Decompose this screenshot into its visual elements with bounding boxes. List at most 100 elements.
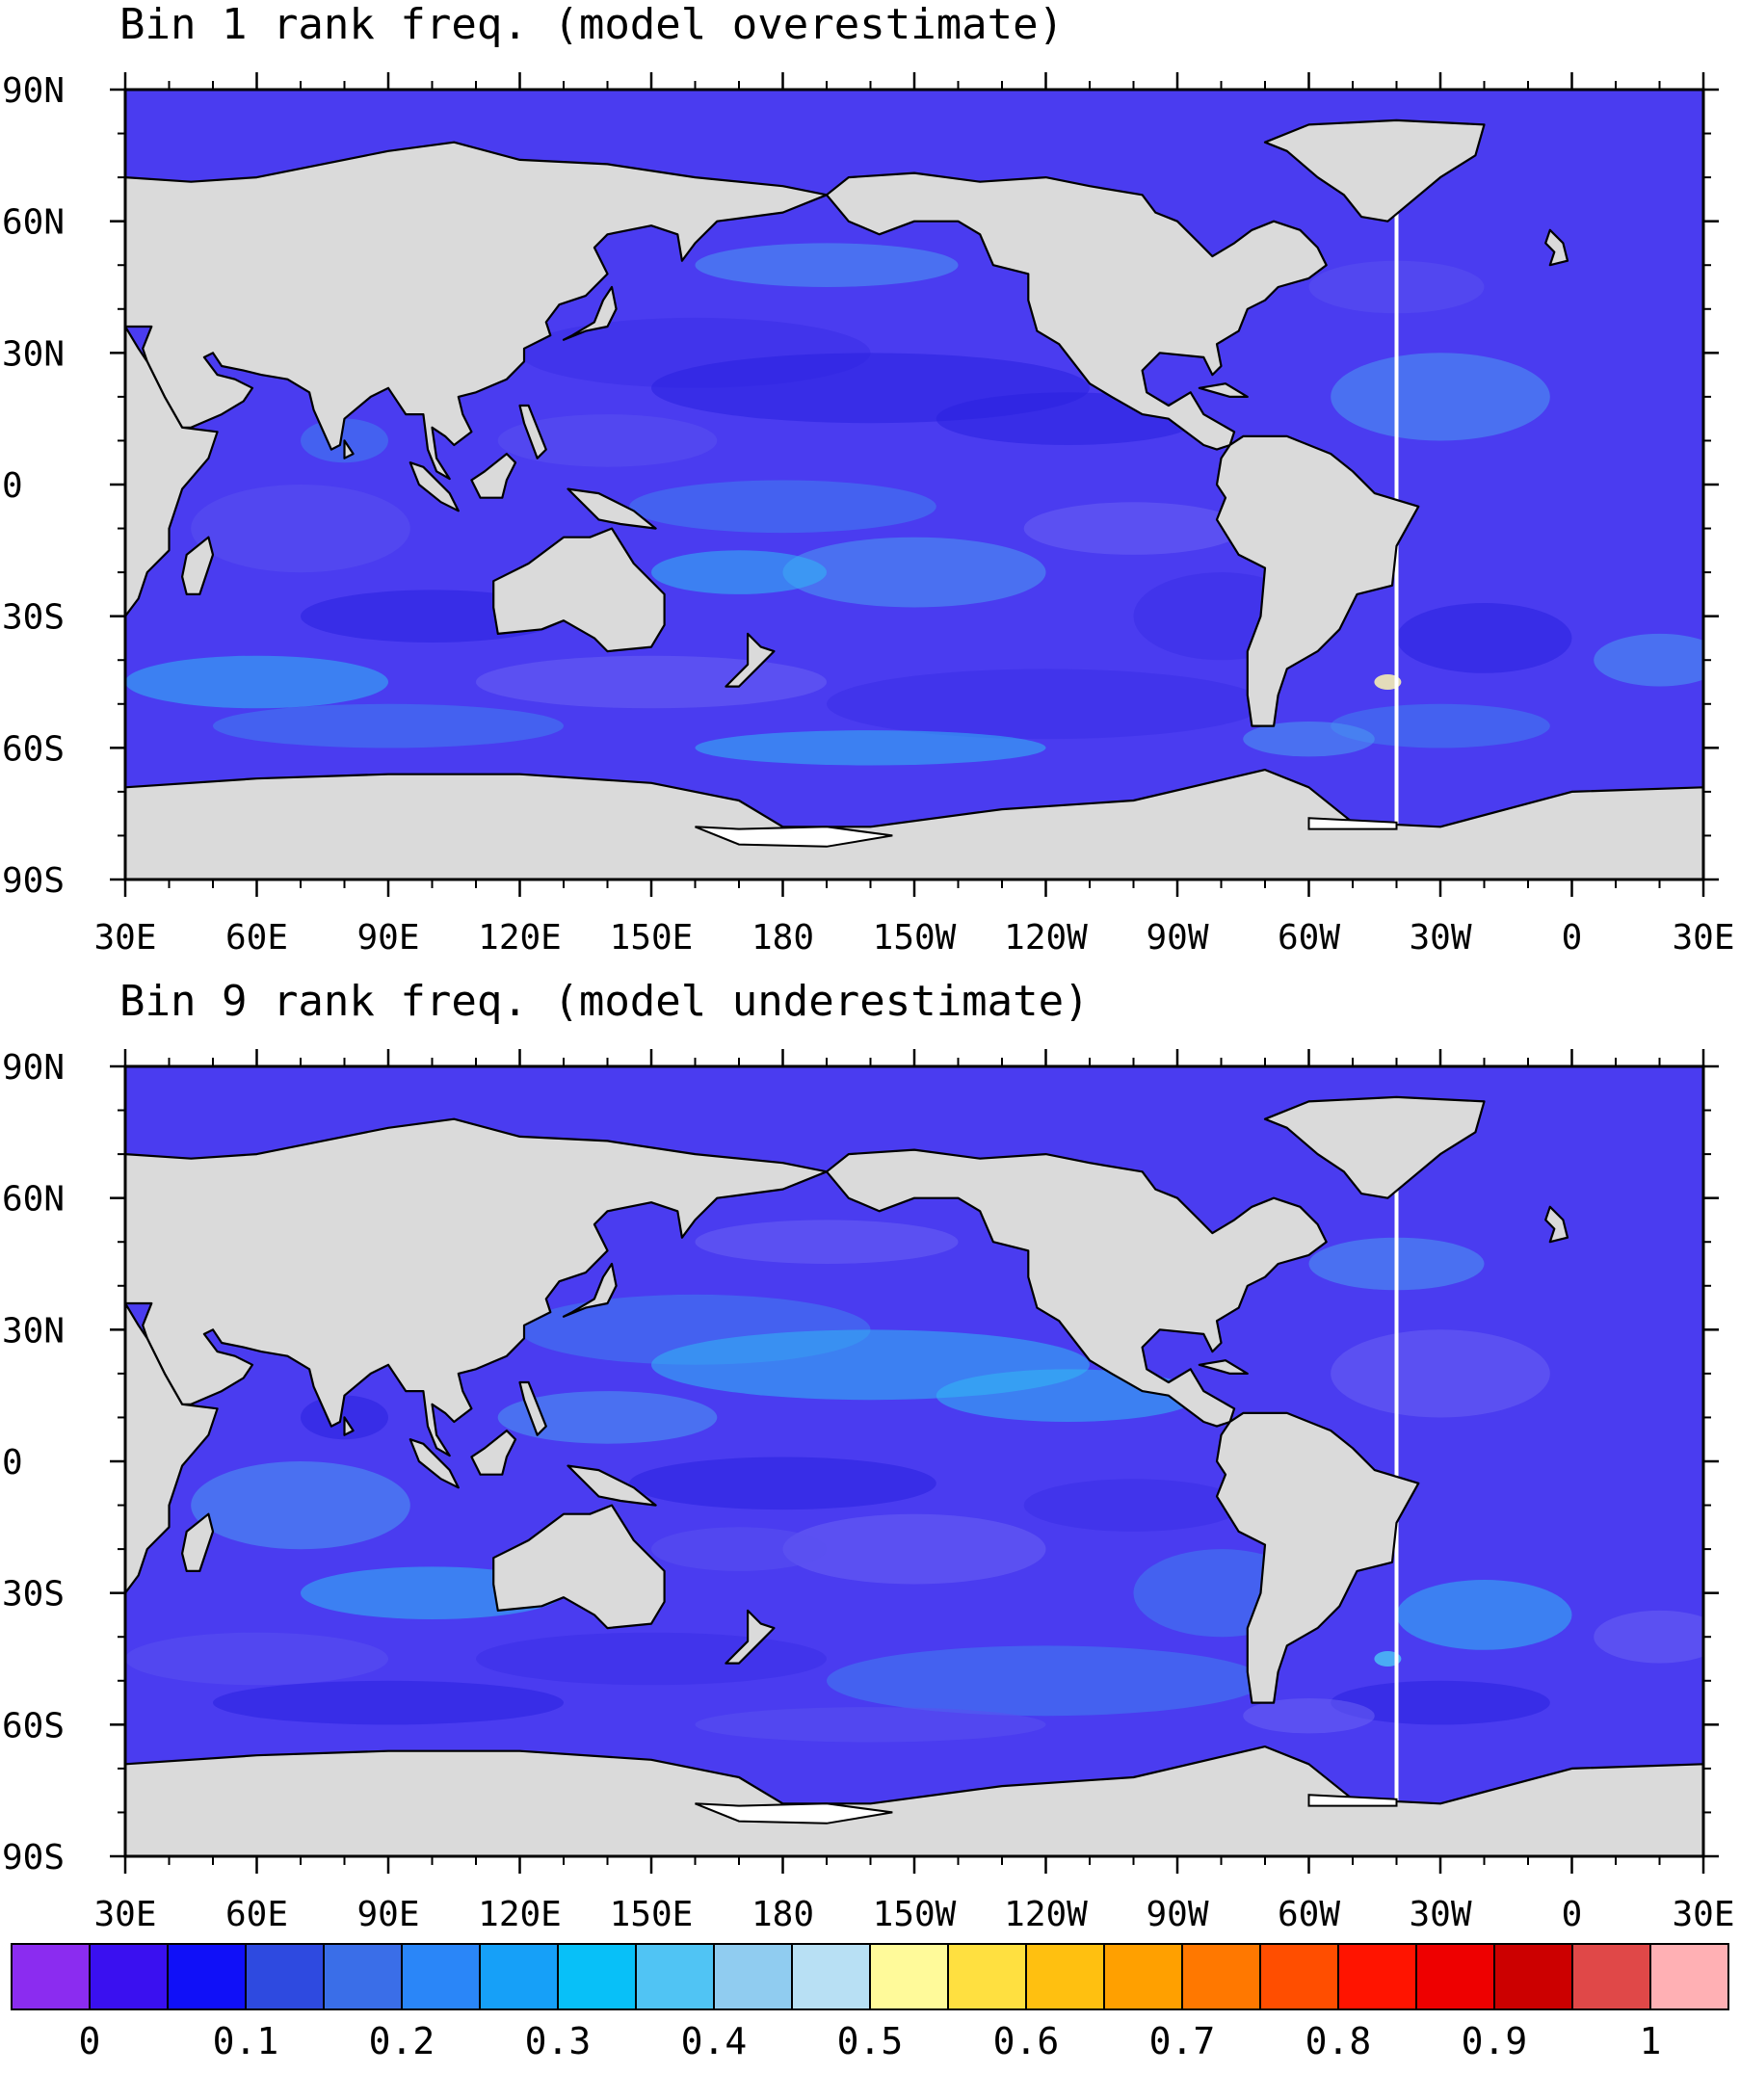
colorbar-label: 0.1 xyxy=(213,2020,279,2062)
colorbar-swatch xyxy=(245,1943,325,2010)
land-africa xyxy=(125,325,219,618)
colorbar-label: 0.6 xyxy=(993,2020,1060,2062)
land-greenland xyxy=(1263,118,1486,223)
land-new-guinea xyxy=(567,487,657,530)
ocean-patch xyxy=(497,1391,718,1444)
lat-label: 60N xyxy=(2,1180,65,1220)
ocean-patch xyxy=(1023,502,1244,555)
land-japan xyxy=(562,1262,618,1318)
ocean-patch xyxy=(1023,1479,1244,1532)
lat-label: 0 xyxy=(2,466,23,506)
colorbar-label: 0.5 xyxy=(837,2020,904,2062)
colorbar-swatch xyxy=(1337,1943,1417,2010)
lon-label: 30W xyxy=(1409,1895,1471,1934)
panel-2-landmasses xyxy=(125,1095,1703,1856)
colorbar-swatch xyxy=(869,1943,949,2010)
colorbar-swatch xyxy=(1181,1943,1261,2010)
ocean-patch xyxy=(695,1220,959,1264)
lon-label: 0 xyxy=(1562,1895,1583,1934)
ocean-patch xyxy=(191,1461,410,1550)
lon-label: 0 xyxy=(1562,918,1583,958)
land-africa xyxy=(125,1301,219,1595)
ocean-patch xyxy=(782,537,1046,608)
land-madagascar xyxy=(181,536,215,596)
ice-shelf-weddell xyxy=(1307,1794,1398,1807)
lat-label: 90S xyxy=(2,1838,65,1877)
lat-label: 0 xyxy=(2,1443,23,1483)
land-philippines xyxy=(518,1380,547,1436)
ocean-patch xyxy=(1331,703,1550,748)
colorbar-label: 0.7 xyxy=(1149,2020,1216,2062)
colorbar-swatch xyxy=(947,1943,1027,2010)
lon-label: 150W xyxy=(873,918,957,958)
panel-1-axes: 90N 60N 30N 0 30S 60S 90S 30E 60E 90E 120E 150E 180 1… xyxy=(2,71,1735,958)
lon-label: 60E xyxy=(225,918,288,958)
lon-label: 30W xyxy=(1409,918,1471,958)
land-australia xyxy=(492,1504,666,1630)
lat-label: 90S xyxy=(2,861,65,901)
lon-label: 90E xyxy=(356,1895,419,1934)
land-new-guinea xyxy=(567,1464,657,1507)
ocean-patch xyxy=(125,1632,388,1686)
colorbar-label: 0.4 xyxy=(681,2020,748,2062)
ocean-patch xyxy=(125,655,388,709)
lat-label: 60S xyxy=(2,729,65,769)
ocean-patch xyxy=(1243,722,1375,757)
ice-shelf-ross xyxy=(695,826,893,848)
lat-label: 90N xyxy=(2,71,65,111)
lon-label: 150W xyxy=(873,1895,957,1934)
colorbar-swatch xyxy=(635,1943,715,2010)
ocean-patch xyxy=(695,243,959,287)
ocean-patch xyxy=(1243,1698,1375,1734)
colorbar: 0 0.1 0.2 0.3 0.4 0.5 0.6 0.7 0.8 0.9 1 xyxy=(11,1943,1729,2062)
lon-label: 180 xyxy=(751,1895,814,1934)
colorbar-swatch xyxy=(1571,1943,1651,2010)
land-south-america xyxy=(1215,434,1420,727)
land-sumatra xyxy=(409,1438,460,1489)
colorbar-swatch xyxy=(1259,1943,1339,2010)
land-nz xyxy=(725,1609,776,1665)
ocean-patch xyxy=(1331,1329,1550,1418)
lon-label: 180 xyxy=(751,918,814,958)
ocean-patch xyxy=(629,1457,936,1510)
land-borneo xyxy=(470,453,517,499)
lat-label: 30N xyxy=(2,1311,65,1351)
land-eurasia xyxy=(125,141,829,481)
ocean-patch xyxy=(476,1632,827,1686)
lon-label: 60W xyxy=(1278,918,1340,958)
lon-label: 60E xyxy=(225,1895,288,1934)
ocean-patch xyxy=(1396,603,1572,673)
ocean-patch xyxy=(827,669,1265,740)
ocean-highlight xyxy=(1374,674,1402,690)
ocean-patch xyxy=(476,655,827,709)
lon-label: 120E xyxy=(478,918,562,958)
panel-1-landmasses xyxy=(125,118,1703,879)
land-greenland xyxy=(1263,1095,1486,1199)
land-australia xyxy=(492,527,666,653)
colorbar-swatch xyxy=(1493,1943,1573,2010)
colorbar-label: 0.3 xyxy=(525,2020,592,2062)
colorbar-label: 0.2 xyxy=(369,2020,435,2062)
colorbar-swatch xyxy=(479,1943,559,2010)
lon-label: 30E xyxy=(93,918,156,958)
ocean-patch xyxy=(827,1645,1265,1717)
colorbar-label: 0.8 xyxy=(1305,2020,1372,2062)
ocean-patch xyxy=(1594,1610,1703,1664)
colorbar-swatch xyxy=(1103,1943,1183,2010)
ocean-patch xyxy=(651,550,827,594)
lon-label: 30E xyxy=(93,1895,156,1934)
land-uk xyxy=(1544,228,1569,267)
colorbar-swatch xyxy=(1025,1943,1105,2010)
land-antarctica xyxy=(125,768,1703,879)
ocean-highlight xyxy=(1374,1651,1402,1667)
lat-label: 30N xyxy=(2,334,65,374)
lat-label: 60S xyxy=(2,1706,65,1746)
ocean-patch xyxy=(695,1707,1046,1743)
colorbar-swatch xyxy=(557,1943,637,2010)
colorbar-swatch xyxy=(1649,1943,1729,2010)
panel-2-axes: 90N 60N 30N 0 30S 60S 90S 30E 60E 90E 120E 150E 180 1… xyxy=(2,1048,1735,1934)
ocean-patch xyxy=(695,730,1046,766)
lon-label: 120W xyxy=(1004,918,1088,958)
panel-2-title: Bin 9 rank freq. (model underestimate) xyxy=(119,977,1090,1026)
lon-label: 30E xyxy=(1672,1895,1734,1934)
